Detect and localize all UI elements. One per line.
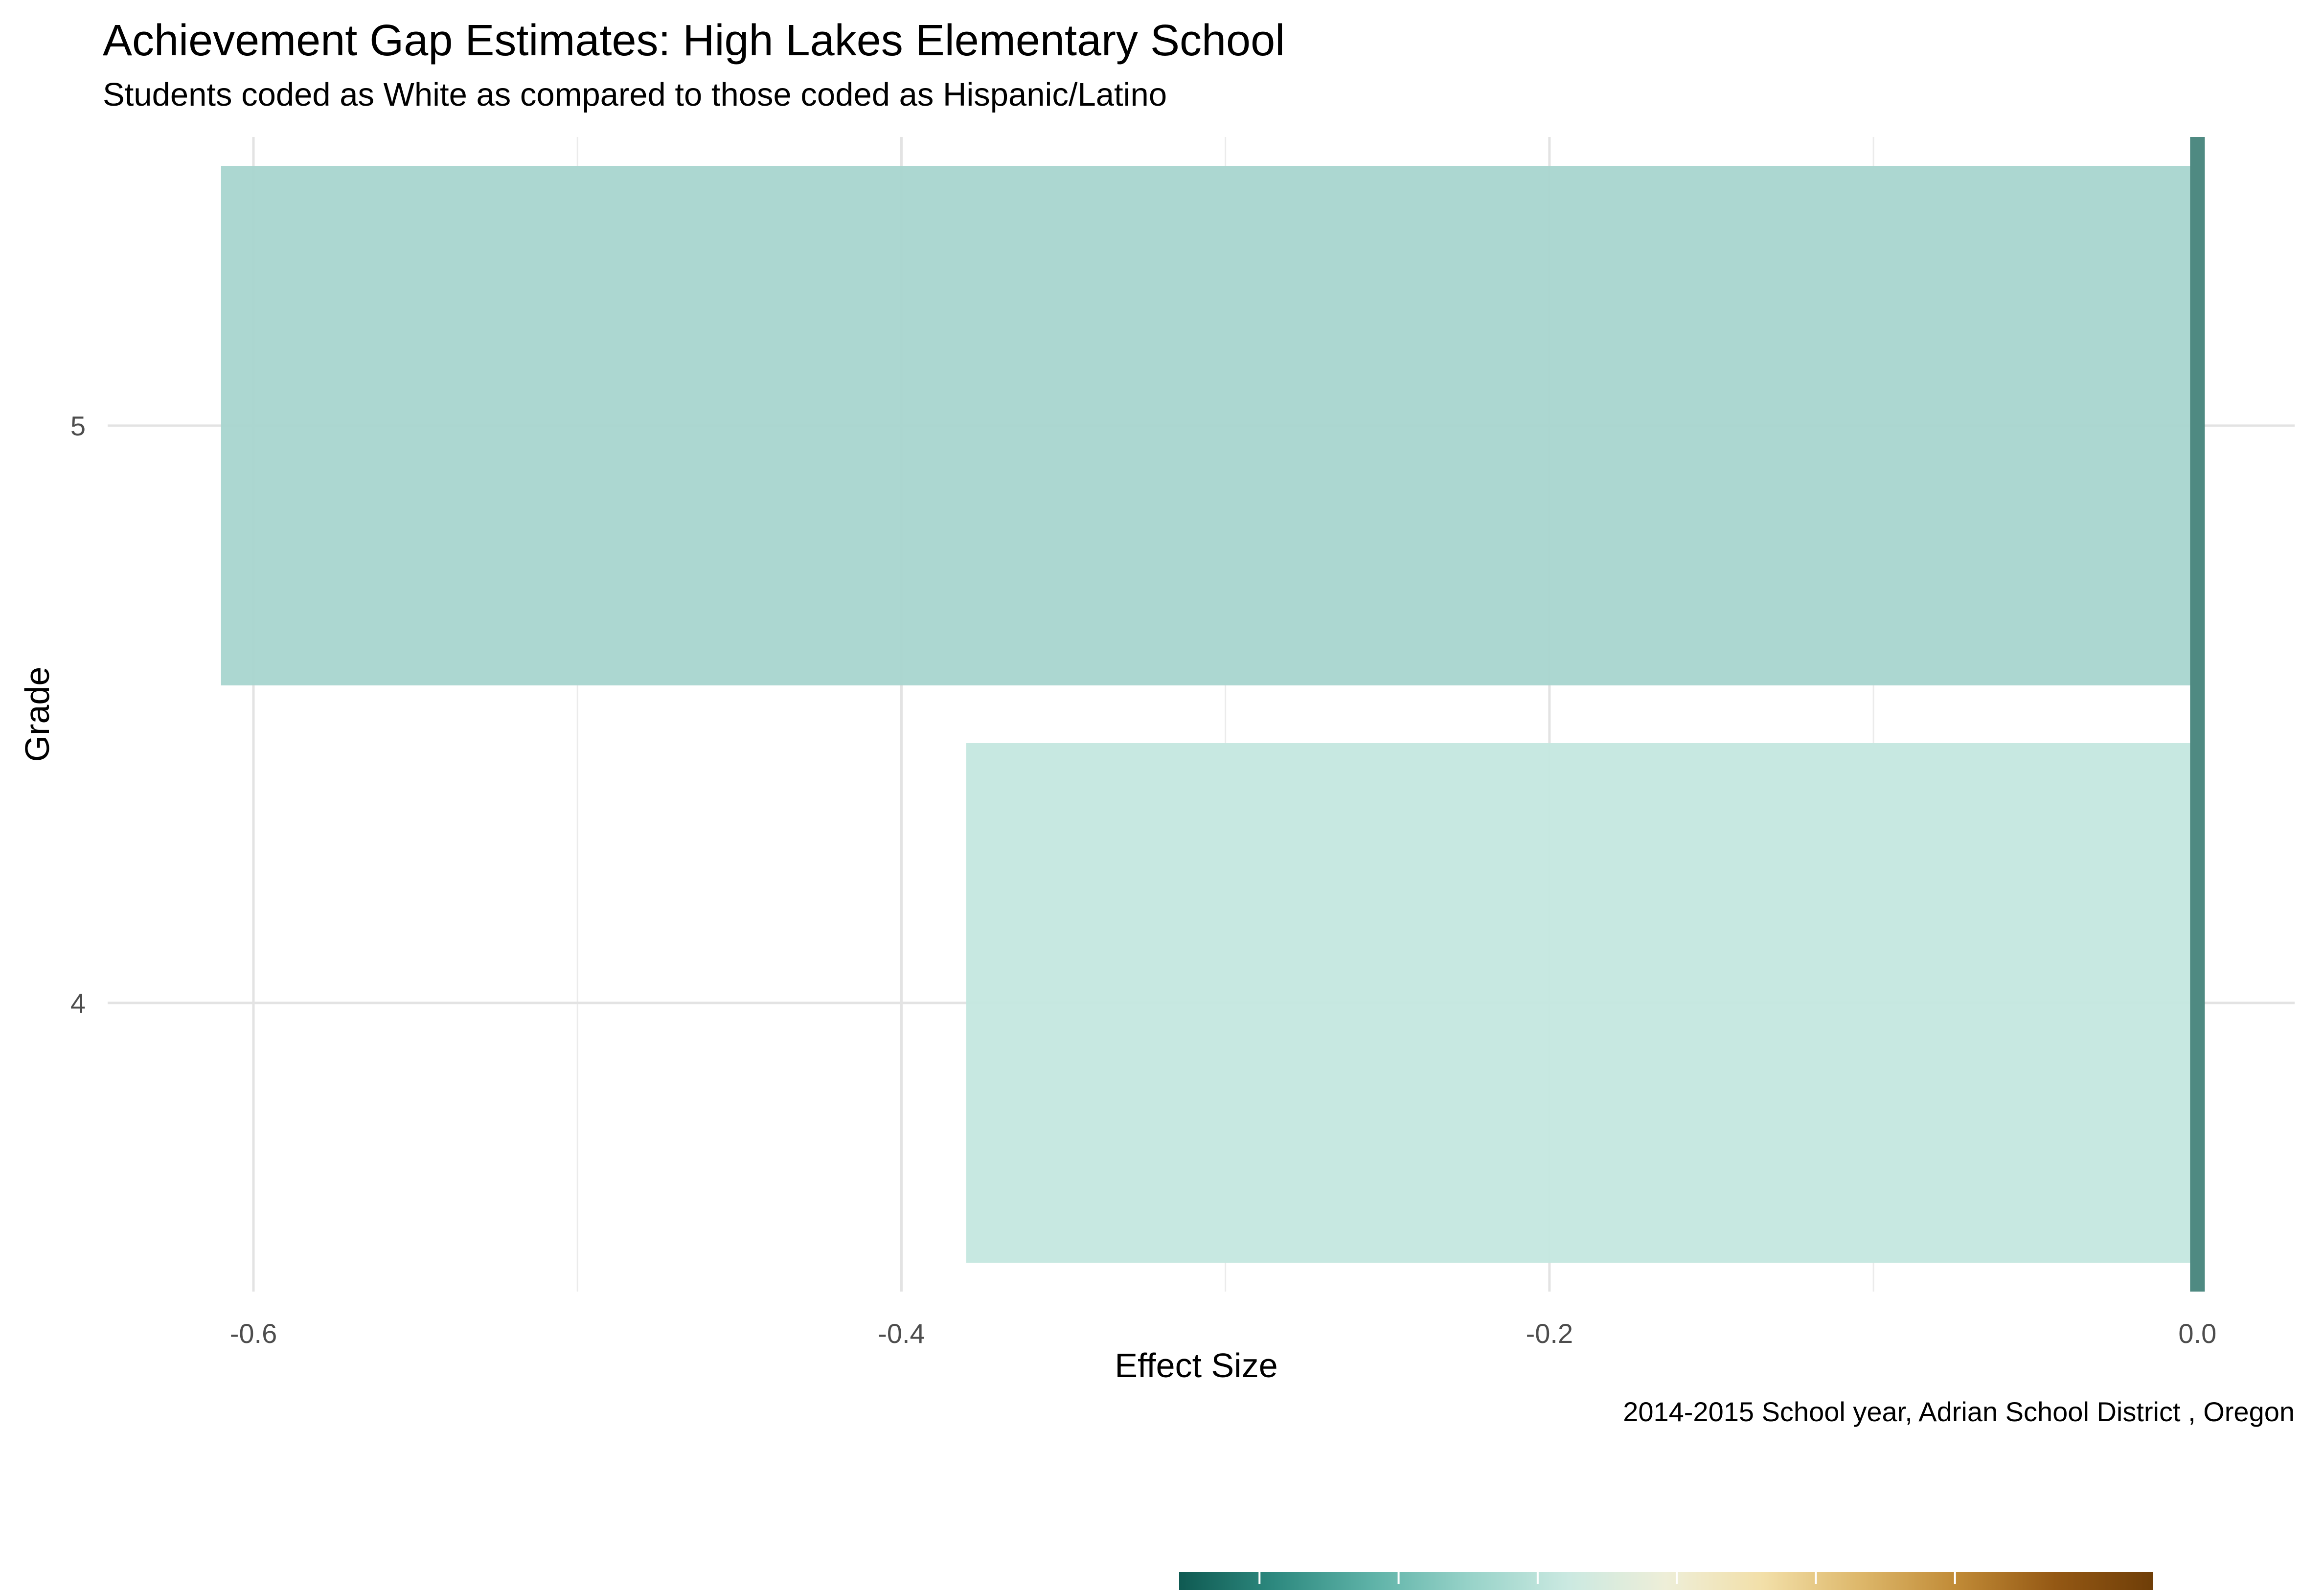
x-tick-label: -0.4 (878, 1318, 925, 1349)
y-axis-title: Grade (18, 667, 56, 762)
chart-subtitle: Students coded as White as compared to t… (103, 76, 1167, 113)
bars (221, 166, 2198, 1263)
y-tick-label: 5 (70, 410, 86, 441)
x-tick-label: -0.6 (230, 1318, 277, 1349)
y-axis-tick-labels: 45 (70, 410, 86, 1019)
zero-reference-line (2190, 137, 2205, 1292)
x-tick-label: -0.2 (1526, 1318, 1573, 1349)
colorbar-gradient (1179, 1572, 2153, 1590)
colorbar-legend (1179, 1572, 2153, 1590)
chart-caption: 2014-2015 School year, Adrian School Dis… (1623, 1396, 2295, 1427)
chart-title: Achievement Gap Estimates: High Lakes El… (103, 16, 1285, 65)
x-axis-title: Effect Size (1115, 1346, 1277, 1385)
y-tick-label: 4 (70, 988, 86, 1019)
bar-grade-4 (966, 743, 2198, 1263)
bar-grade-5 (221, 166, 2198, 685)
x-tick-label: 0.0 (2178, 1318, 2216, 1349)
x-axis-tick-labels: -0.6 -0.4 -0.2 0.0 (230, 1318, 2217, 1349)
